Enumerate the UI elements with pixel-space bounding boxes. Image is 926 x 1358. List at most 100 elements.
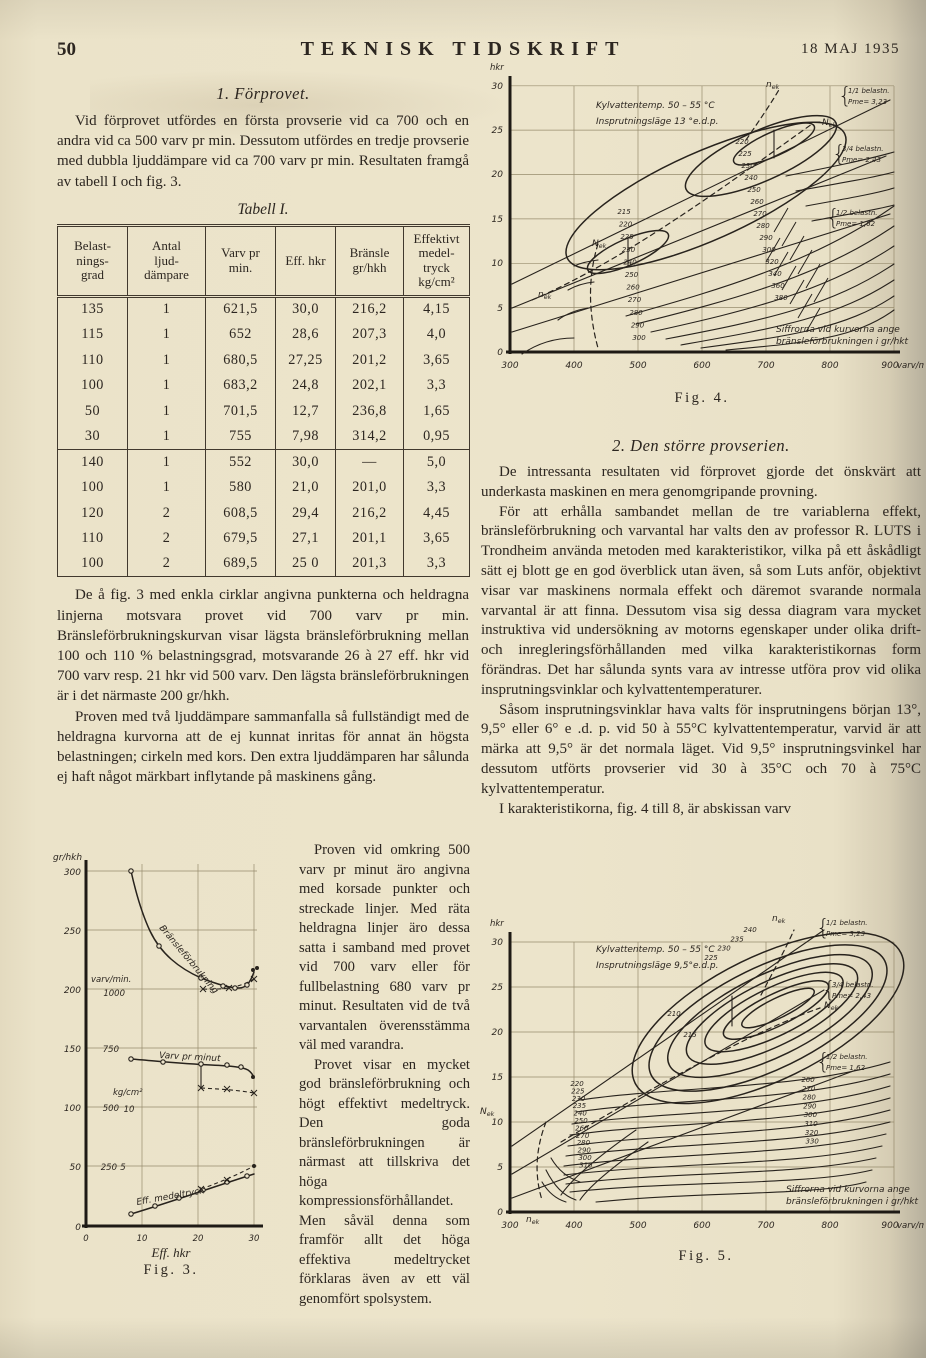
section2-paragraph-4: I karakteristikorna, fig. 4 till 8, är a… <box>499 800 792 817</box>
figure-label: 25 <box>492 983 504 993</box>
table-cell: 30,0 <box>275 296 336 322</box>
section1-paragraph-1: Vid förprovet utfördes en första provser… <box>57 113 469 190</box>
table-row: 135 1 621,5 30,0 216,2 4,15 <box>58 296 470 322</box>
table-cell: 115 <box>81 326 104 343</box>
section-forprovet: 1. Förprovet. Vid förprovet utfördes en … <box>57 84 470 787</box>
curve-symbol-label: Nek <box>480 1107 495 1118</box>
table-row: 110 1 680,5 27,25 201,2 3,65 <box>58 347 470 373</box>
fig5-dashed-lines <box>536 929 821 1201</box>
figure-label: 240 <box>743 926 757 934</box>
data-point <box>176 1195 182 1201</box>
table-cell: 4,45 <box>403 500 470 526</box>
figure-label: 3/4 belastn. <box>842 145 884 153</box>
figure-label: 300 <box>64 868 81 878</box>
figure-label: 300 <box>804 1111 818 1119</box>
figure-label: 220 <box>570 1080 584 1088</box>
figure-label: 200 <box>64 986 81 996</box>
figure-label: 270 <box>628 296 642 304</box>
table-cell: 24,8 <box>275 372 336 399</box>
figure-label: 230 <box>622 246 636 254</box>
narrow-paragraph-2: Provet visar en mycket god bränsleförbru… <box>299 1056 470 1307</box>
figure-3: 300 250 200 150 100 50 0 1000 750 500 250 10 5 0 10 20 3… <box>51 836 283 1280</box>
figure-label: 5 <box>497 1163 503 1173</box>
figure-label: Pme= 1,62 <box>836 220 876 228</box>
table-cell: 652 <box>205 321 276 348</box>
table-cell: 580 <box>205 474 276 501</box>
data-point <box>220 983 226 989</box>
table-row: 120 2 608,5 29,4 216,2 4,45 <box>58 500 470 526</box>
table-cell: 50 <box>84 402 101 419</box>
table-row: 110 2 679,5 27,1 201,1 3,65 <box>58 525 470 552</box>
fig4-axes <box>506 76 900 354</box>
fig3-curve2-label: Varv pr minut <box>159 1051 221 1064</box>
figure-label: 380 <box>774 294 788 302</box>
figure-label: 500 <box>629 361 646 371</box>
table-row: 100 2 689,5 25 0 201,3 3,3 <box>58 551 470 577</box>
table-row: 100 1 580 21,0 201,0 3,3 <box>58 474 470 501</box>
figure-label: 5 <box>497 304 503 314</box>
figure-label: 360 <box>771 282 785 290</box>
figure-label: Pme= 3,23 <box>826 930 865 938</box>
fig4-note-1: Siffrorna vid kurvorna ange <box>776 325 900 335</box>
table-row: 50 1 701,5 12,7 236,8 1,65 <box>58 398 470 424</box>
fig5-annotation-1: Kylvattentemp. 50 – 55 °C <box>596 945 715 955</box>
figure-label: 290 <box>759 234 773 242</box>
figure-label: 280 <box>756 222 770 230</box>
figure-label: 30 <box>249 1234 260 1244</box>
figure-label: 215 <box>617 208 631 216</box>
figure-label: 750 <box>103 1045 119 1055</box>
figure-label: 230 <box>717 945 731 953</box>
crossed-data-point <box>225 984 233 992</box>
figure-label: 30 <box>492 938 504 948</box>
table-cell: 236,8 <box>335 398 404 424</box>
figure-label: 10 <box>137 1234 148 1244</box>
fig4-annotation-2: Insprutningsläge 13 °e.d.p. <box>596 117 719 127</box>
data-point <box>255 966 259 970</box>
crossed-data-point <box>250 975 258 983</box>
tabell-1: Belast- nings- grad Antal ljud- dämpare Va… <box>57 223 470 578</box>
table-body-group-2: 140 1 552 30,0—5,0 100 1 580 21,0 201,0 3,3 120 2 60… <box>57 448 470 577</box>
figure-label: 15 <box>492 1073 504 1083</box>
figure-label: 900 <box>881 1221 898 1231</box>
figure-label: 250 <box>625 271 639 279</box>
crossed-data-point <box>223 1085 231 1093</box>
fig4-chart: 30 25 20 15 10 5 0 300 400 500 600 700 800 900 215 220 2… <box>490 63 926 406</box>
figure-label: { <box>832 142 846 167</box>
table-cell: 216,2 <box>335 296 404 322</box>
table-cell: 216,2 <box>335 500 404 526</box>
figure-label: 1/1 belastn. <box>826 919 868 927</box>
figure-label: Pme= 2,43 <box>842 156 881 164</box>
figure-label: 270 <box>753 210 767 218</box>
table-cell: 27,1 <box>275 525 336 552</box>
curve-symbol-label: Nek <box>822 118 837 129</box>
table-cell: 701,5 <box>205 398 276 424</box>
table-row: 115 1 652 28,6 207,3 4,0 <box>58 321 470 348</box>
data-point <box>238 1064 244 1070</box>
fig3-scale2-label: varv/min. <box>91 975 131 985</box>
data-point <box>252 1164 256 1168</box>
table-header-cell: Effektivt medel- tryck kg/cm² <box>403 225 470 298</box>
figure-label: 240 <box>744 174 758 182</box>
fig4-y-axis-label: hkr <box>490 63 504 73</box>
table-body-group-1: 135 1 621,5 30,0 216,2 4,15 115 1 652 28,6 207,3 4,… <box>58 296 470 450</box>
table-cell: 314,2 <box>335 423 404 450</box>
figure-label: 700 <box>757 1221 774 1231</box>
table-cell: 21,0 <box>275 474 336 501</box>
table-cell: 3,65 <box>403 347 470 373</box>
figure-label: Pme= 1,62 <box>826 1064 866 1072</box>
figure-label: 600 <box>693 1221 710 1231</box>
figure-label: 290 <box>631 321 645 329</box>
figure-label: { <box>816 916 830 941</box>
fig4-x-axis-unit: varv/min <box>897 361 924 371</box>
fig3-data-points <box>128 868 259 1217</box>
table-cell: 110 <box>81 351 104 368</box>
figure-label: 290 <box>803 1102 817 1110</box>
table-cell: 207,3 <box>335 321 404 348</box>
figure-label: 225 <box>738 150 752 158</box>
table-cell: 3,3 <box>403 474 470 501</box>
table-cell: 621,5 <box>205 296 276 322</box>
table-cell: 100 <box>81 479 104 496</box>
section1-heading: 1. Förprovet. <box>216 84 310 103</box>
figure-label: 10 <box>124 1105 135 1115</box>
